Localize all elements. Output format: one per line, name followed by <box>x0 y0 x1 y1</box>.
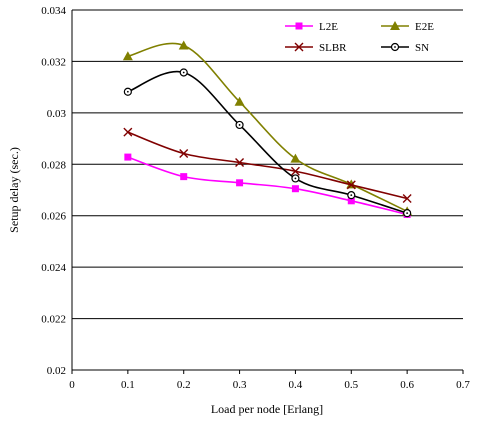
grid-lines <box>72 9 463 320</box>
legend-item-l2e: L2E <box>285 21 338 33</box>
marker-stroke <box>179 148 189 158</box>
marker-dot <box>238 124 241 126</box>
data-point <box>346 180 356 190</box>
series-group <box>122 40 413 218</box>
data-point <box>124 153 132 161</box>
series-sn <box>123 68 412 218</box>
data-point <box>178 40 189 50</box>
legend-label: SN <box>415 42 429 54</box>
data-point <box>236 179 244 187</box>
x-tick-label: 0.3 <box>233 379 247 391</box>
marker-stroke <box>294 42 304 52</box>
series-line <box>127 156 408 216</box>
y-tick-label: 0.034 <box>41 5 66 17</box>
axes <box>71 10 464 374</box>
y-tick-label: 0.026 <box>41 211 66 223</box>
x-tick-label: 0.6 <box>400 379 414 391</box>
data-point <box>290 153 301 163</box>
x-tick-label: 0.4 <box>289 379 303 391</box>
data-point <box>123 127 133 137</box>
data-point <box>291 185 299 193</box>
marker-dot <box>406 212 409 215</box>
legend-item-e2e: E2E <box>381 21 434 33</box>
marker-dot <box>182 71 185 74</box>
x-axis-label: Load per node [Erlang] <box>211 402 323 416</box>
marker-stroke <box>402 193 412 203</box>
data-point <box>402 193 412 203</box>
legend-label: SLBR <box>319 42 347 54</box>
marker-stroke <box>290 166 300 176</box>
y-tick-label: 0.02 <box>47 365 66 377</box>
y-axis-label: Setup delay (sec.) <box>7 147 21 233</box>
legend-marker <box>295 22 303 30</box>
marker-dot <box>126 90 129 93</box>
x-tick-labels: 0 0.1 0.2 0.3 0.4 0.5 0.6 0.7 <box>69 379 470 391</box>
data-point <box>347 197 355 205</box>
legend: L2E E2E SLBR SN <box>285 21 434 54</box>
plot-area <box>72 10 463 370</box>
data-point <box>122 51 133 61</box>
series-line <box>127 131 408 200</box>
marker-dot <box>350 194 353 197</box>
marker-stroke <box>235 157 245 167</box>
marker-dot <box>394 46 396 48</box>
marker-stroke <box>123 127 133 137</box>
marker-stroke <box>346 180 356 190</box>
y-tick-label: 0.028 <box>41 159 66 171</box>
y-tick-labels: 0.02 0.022 0.024 0.026 0.028 0.03 0.032 0.034 <box>41 5 66 377</box>
data-point <box>180 173 188 181</box>
legend-label: L2E <box>319 21 338 33</box>
data-point <box>290 166 300 176</box>
x-tick-label: 0.2 <box>177 379 191 391</box>
legend-marker <box>390 21 400 30</box>
x-tick-label: 0.5 <box>344 379 358 391</box>
data-point <box>235 157 245 167</box>
x-tick-label: 0 <box>69 379 75 391</box>
data-point <box>234 96 245 106</box>
series-slbr <box>123 127 412 203</box>
y-tick-label: 0.032 <box>41 56 66 68</box>
x-tick-label: 0.1 <box>121 379 135 391</box>
data-point <box>179 148 189 158</box>
y-tick-label: 0.03 <box>47 108 67 120</box>
y-tick-label: 0.022 <box>41 314 66 326</box>
legend-label: E2E <box>415 21 434 33</box>
legend-item-slbr: SLBR <box>285 42 347 54</box>
legend-marker <box>294 42 304 52</box>
marker-dot <box>294 177 297 180</box>
legend-item-sn: SN <box>381 42 429 54</box>
y-tick-label: 0.024 <box>41 262 66 274</box>
x-tick-label: 0.7 <box>456 379 470 391</box>
